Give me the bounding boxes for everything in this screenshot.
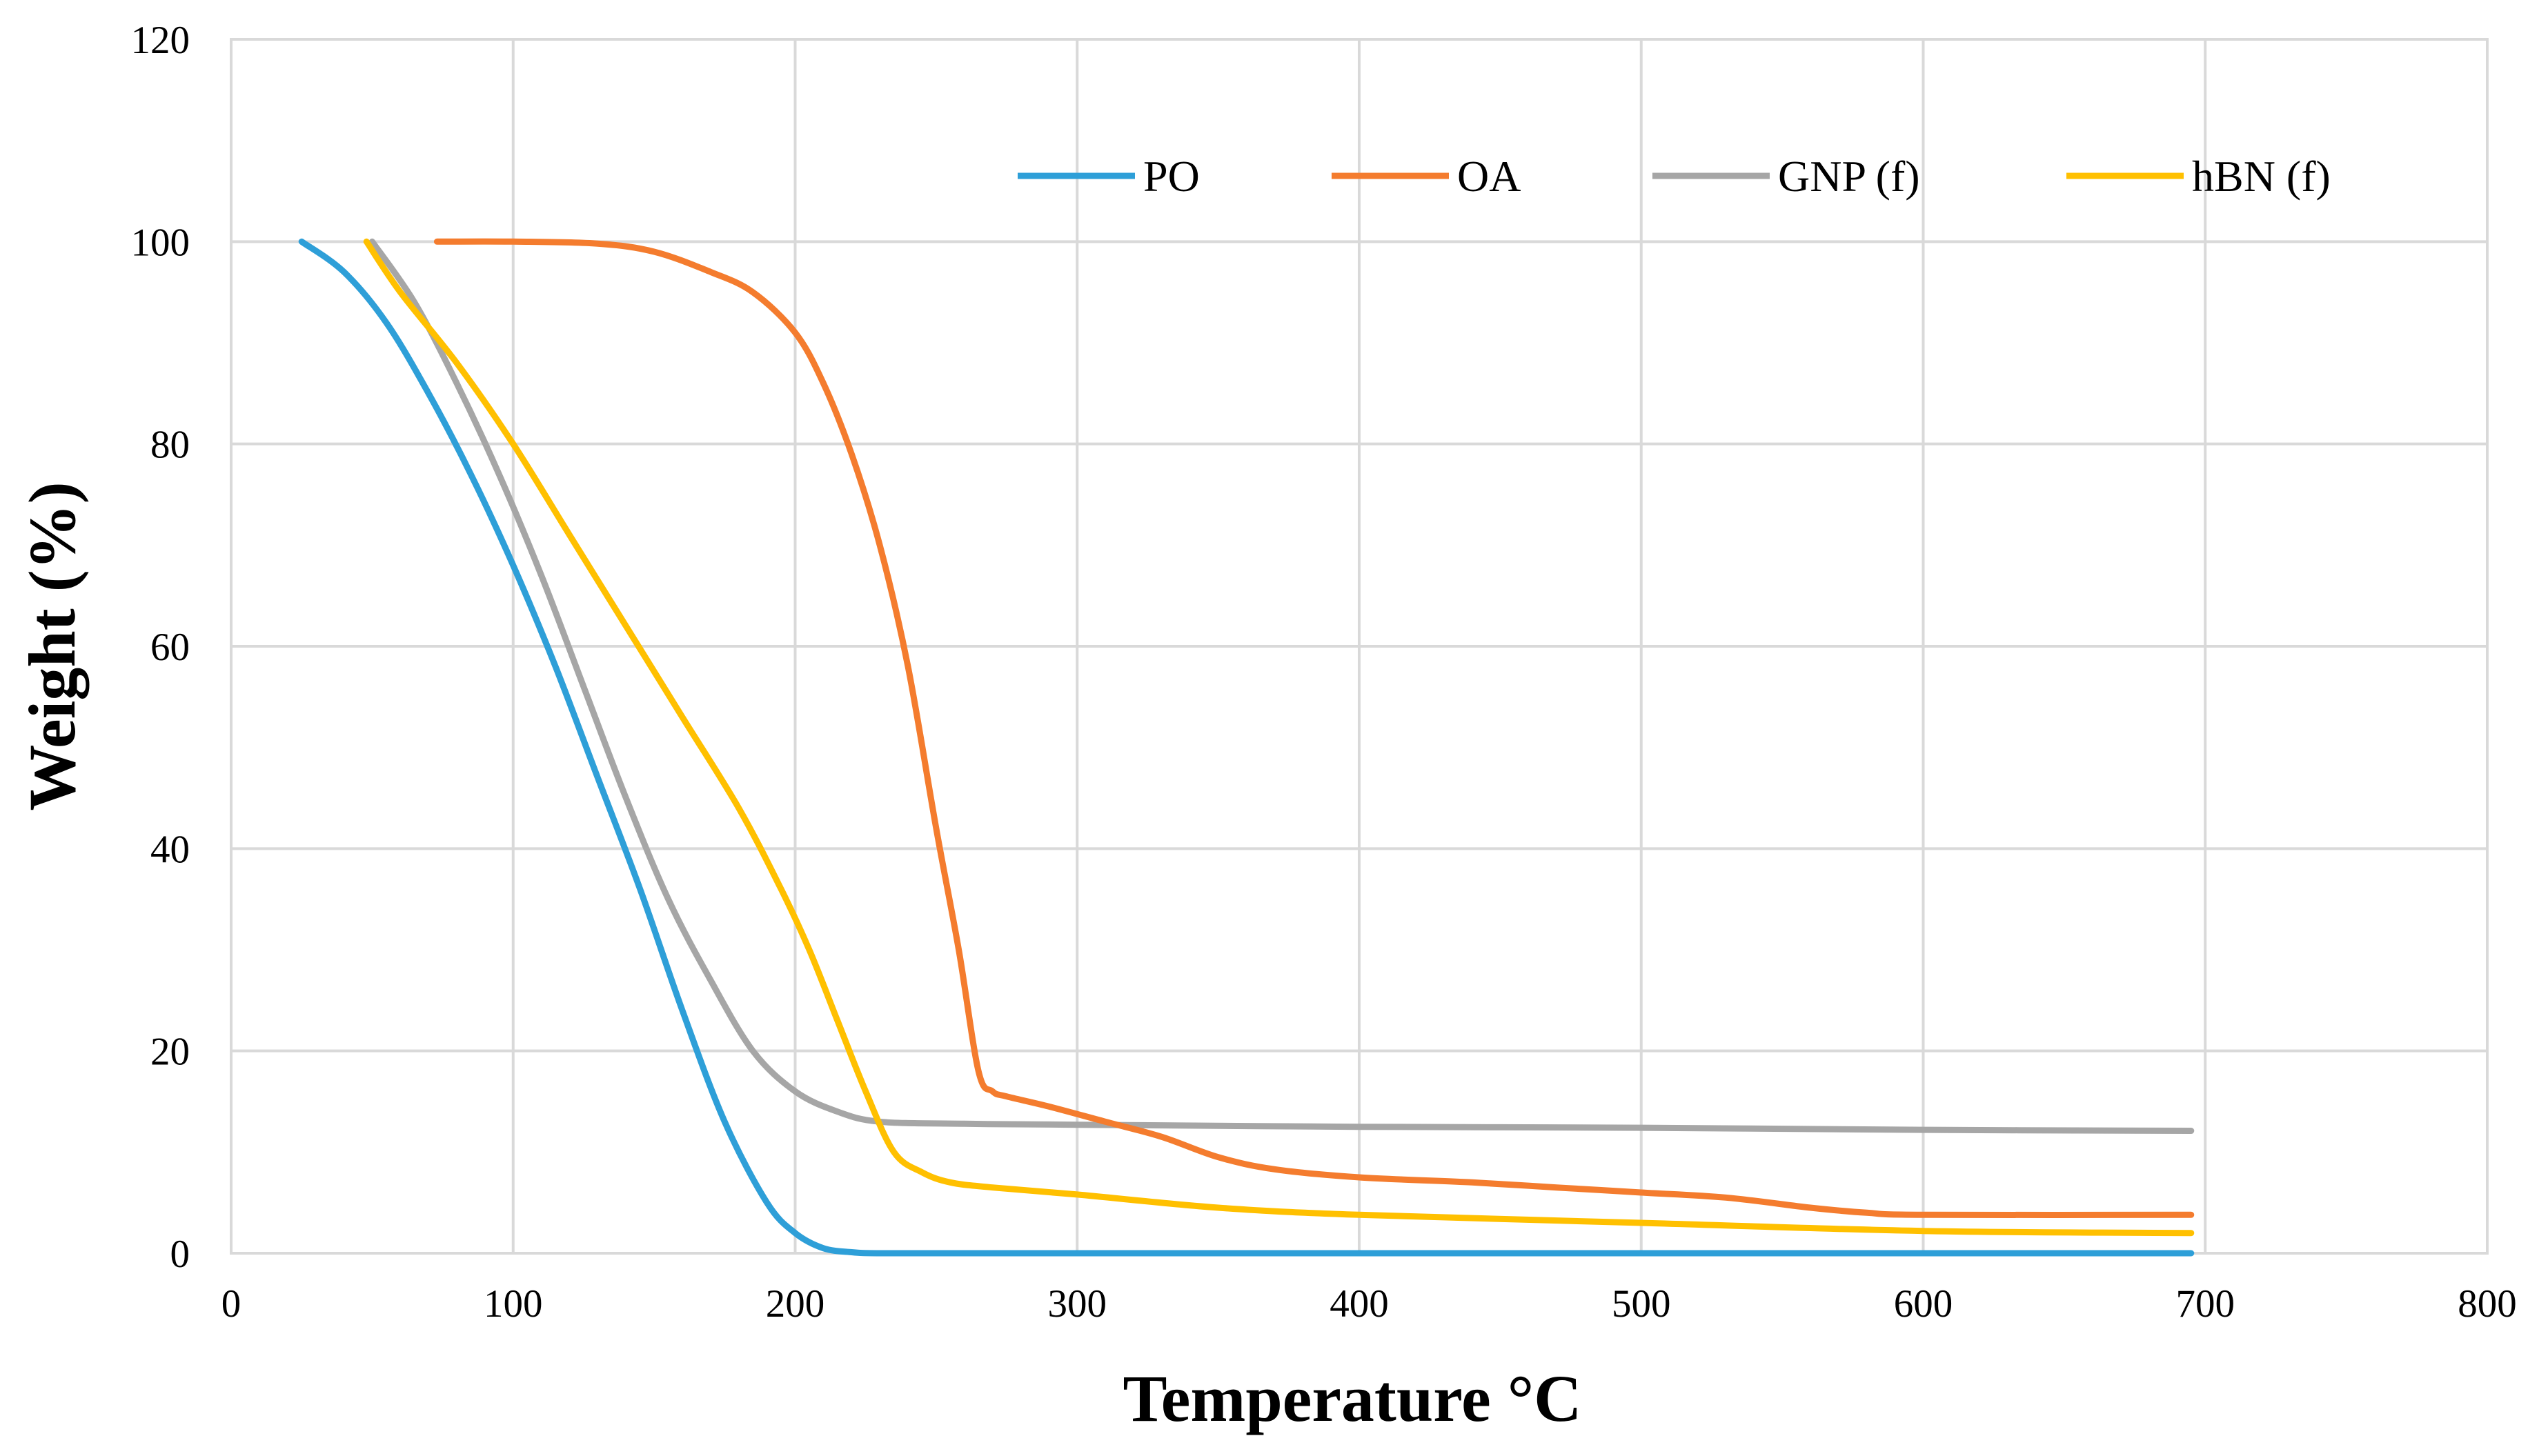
y-tick-label: 100 (131, 221, 190, 264)
series-lines (298, 238, 2195, 1257)
x-tick-label: 300 (1048, 1282, 1107, 1326)
x-tick-label: 500 (1612, 1282, 1671, 1326)
legend-label-hbn-f: hBN (f) (2192, 152, 2331, 201)
legend-label-oa: OA (1457, 152, 1521, 201)
y-tick-label: 20 (150, 1030, 190, 1074)
y-tick-label: 0 (170, 1233, 190, 1276)
series-line-hbn-f (363, 238, 2195, 1237)
x-tick-label: 800 (2458, 1282, 2517, 1326)
x-tick-label: 400 (1330, 1282, 1389, 1326)
y-tick-label: 40 (150, 828, 190, 871)
y-tick-label: 80 (150, 423, 190, 467)
x-tick-label: 100 (484, 1282, 543, 1326)
x-tick-label: 200 (766, 1282, 825, 1326)
x-axis-title: Temperature °C (1123, 1362, 1582, 1435)
x-tick-label: 600 (1894, 1282, 1953, 1326)
legend-label-gnp-f: GNP (f) (1778, 152, 1920, 201)
y-tick-label: 120 (131, 19, 190, 62)
series-line-gnp-f (368, 238, 2195, 1134)
y-tick-label: 60 (150, 626, 190, 669)
x-tick-label: 700 (2176, 1282, 2235, 1326)
x-tick-label: 0 (221, 1282, 241, 1326)
series-line-po (298, 238, 2195, 1257)
legend: PO OA GNP (f) hBN (f) (1018, 152, 2331, 201)
series-line-oa (433, 238, 2195, 1219)
tick-labels: 0 100 200 300 400 500 600 700 800 0 20 40 60 80 100 120 (131, 19, 2517, 1326)
legend-label-po: PO (1143, 152, 1200, 201)
y-axis-title: Weight (%) (15, 481, 89, 810)
